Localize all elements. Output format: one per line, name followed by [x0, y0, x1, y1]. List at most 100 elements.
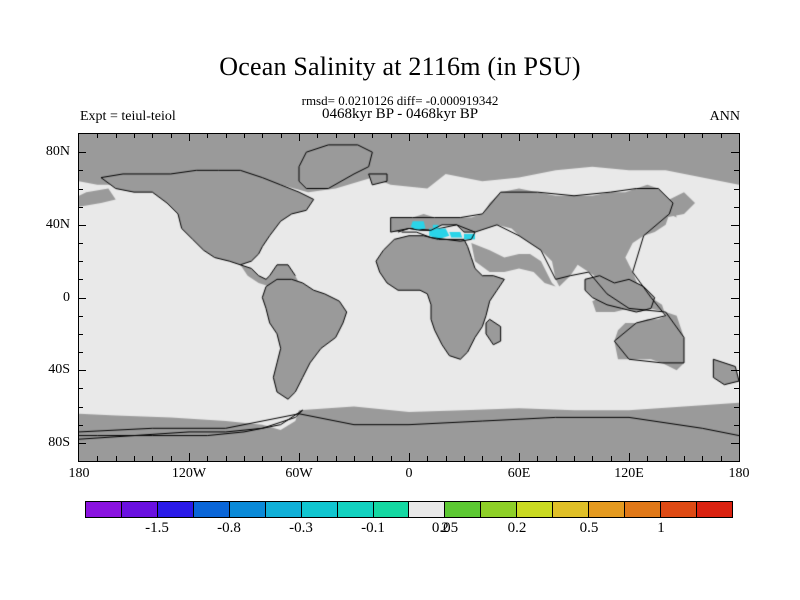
x-tick	[629, 453, 630, 461]
x-axis-label: 60E	[507, 466, 531, 481]
colorbar-segment	[301, 502, 338, 517]
x-tick	[702, 456, 704, 461]
x-tick-top	[299, 133, 300, 141]
x-tick	[280, 456, 282, 461]
x-tick	[134, 456, 135, 461]
y-tick	[78, 424, 83, 426]
x-tick-top	[537, 133, 539, 138]
y-axis-label: 40N	[45, 216, 70, 232]
x-tick	[225, 456, 227, 461]
colorbar-tick-label: -0.3	[289, 520, 313, 536]
y-tick	[78, 261, 83, 263]
y-tick-right	[734, 388, 739, 390]
x-tick-top	[684, 133, 685, 138]
x-tick-top	[519, 133, 520, 141]
x-tick-top	[500, 133, 502, 138]
colorbar-segment	[517, 502, 554, 517]
colorbar-segment	[589, 502, 626, 517]
x-tick	[262, 456, 264, 461]
x-tick	[97, 456, 99, 461]
x-tick	[115, 456, 117, 461]
x-tick	[189, 453, 190, 461]
x-tick-top	[115, 133, 117, 138]
colorbar-tick-label: 0.05	[431, 520, 459, 536]
x-axis-label: 60W	[285, 466, 313, 481]
colorbar-segment	[229, 502, 266, 517]
colorbar-segment	[445, 502, 482, 517]
x-tick	[574, 456, 575, 461]
x-tick-top	[207, 133, 209, 138]
world-map-canvas	[79, 134, 739, 461]
y-tick-right	[734, 333, 739, 335]
colorbar-segment	[265, 502, 302, 517]
colorbar-segment	[86, 502, 122, 517]
x-tick-top	[335, 133, 337, 138]
x-tick	[390, 456, 392, 461]
x-tick	[519, 453, 520, 461]
x-tick	[665, 456, 667, 461]
x-axis-label: 180	[68, 466, 90, 481]
x-tick-top	[409, 133, 410, 141]
x-tick	[592, 456, 594, 461]
y-tick	[78, 352, 83, 353]
x-tick	[482, 456, 484, 461]
x-tick-top	[262, 133, 264, 138]
y-tick-right	[731, 224, 739, 226]
x-tick-top	[170, 133, 172, 138]
experiment-label: Expt = teiul-teiol	[80, 109, 176, 124]
y-axis-label: 80N	[45, 144, 70, 160]
y-axis-label: 0	[63, 289, 70, 305]
x-tick-top	[427, 133, 429, 138]
y-tick	[78, 333, 83, 335]
y-tick	[78, 406, 83, 408]
x-axis-label: 180	[728, 466, 750, 481]
y-tick	[78, 279, 83, 281]
y-tick-right	[731, 370, 739, 372]
x-axis-label: 0	[405, 466, 413, 481]
y-tick-right	[731, 152, 739, 154]
y-tick-right	[734, 424, 739, 426]
y-tick	[78, 370, 86, 372]
colorbar-segment	[157, 502, 194, 517]
y-tick	[78, 442, 86, 444]
x-tick	[610, 456, 612, 461]
x-tick	[354, 456, 355, 461]
y-tick	[78, 170, 83, 172]
x-tick-top	[189, 133, 190, 141]
y-tick-right	[731, 442, 739, 444]
x-tick	[207, 456, 209, 461]
y-tick	[78, 315, 83, 317]
season-label: ANN	[709, 109, 740, 124]
colorbar-tick-label: -1.5	[145, 520, 169, 536]
y-axis-label: 80S	[48, 434, 70, 450]
colorbar-segment	[481, 502, 518, 517]
x-tick-top	[152, 133, 154, 138]
x-axis-label: 120W	[171, 466, 207, 481]
x-tick	[244, 456, 245, 461]
period-annotation: 0468kyr BP - 0468kyr BP	[321, 106, 479, 122]
colorbar-segment	[121, 502, 158, 517]
y-tick	[78, 224, 86, 226]
x-tick	[299, 453, 300, 461]
x-tick	[152, 456, 154, 461]
y-tick	[78, 243, 83, 244]
y-tick-right	[734, 188, 739, 190]
y-tick-right	[734, 406, 739, 408]
y-tick	[78, 297, 86, 299]
colorbar	[85, 501, 733, 518]
y-tick	[78, 388, 83, 390]
x-tick	[445, 456, 447, 461]
colorbar-segment	[337, 502, 374, 517]
colorbar-segment	[193, 502, 230, 517]
x-tick	[555, 456, 557, 461]
x-tick	[684, 456, 685, 461]
colorbar-tick-label: 0.5	[579, 520, 599, 536]
x-tick-top	[464, 133, 465, 138]
colorbar-tick-label: 2	[441, 520, 449, 536]
x-tick	[317, 456, 319, 461]
y-tick-right	[734, 243, 739, 244]
x-tick-top	[225, 133, 227, 138]
colorbar-tick-label: -0.8	[217, 520, 241, 536]
x-tick-top	[317, 133, 319, 138]
